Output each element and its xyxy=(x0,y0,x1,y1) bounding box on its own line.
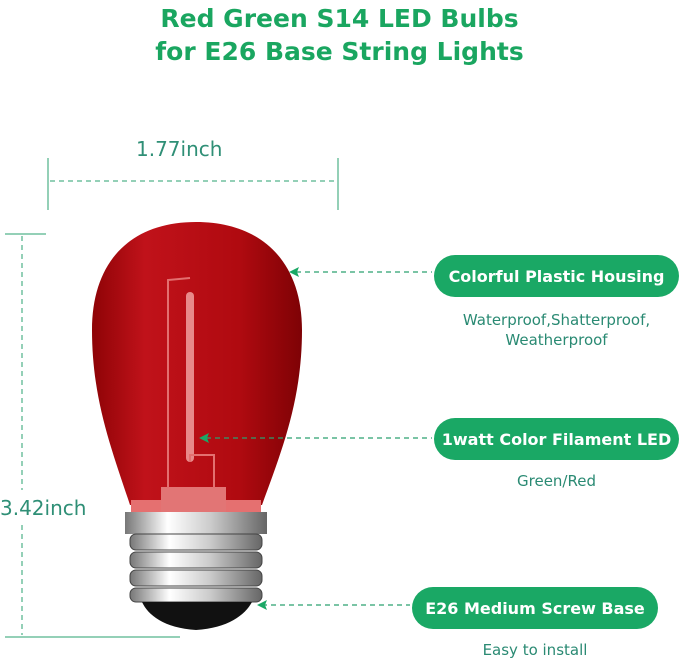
height-label: 3.42inch xyxy=(0,496,87,520)
width-dimension-line xyxy=(47,158,339,210)
callout-housing-sub: Waterproof,Shatterproof, Weatherproof xyxy=(434,310,679,350)
callout-filament-sub: Green/Red xyxy=(517,472,596,490)
bulb-icon xyxy=(92,222,302,630)
title-line-2: for E26 Base String Lights xyxy=(155,37,524,66)
callout-base: E26 Medium Screw Base xyxy=(412,587,658,629)
housing-sub-line-1: Waterproof,Shatterproof, xyxy=(462,311,651,329)
callout-filament: 1watt Color Filament LED xyxy=(434,418,679,460)
callout-base-sub: Easy to install xyxy=(482,641,588,659)
title-line-1: Red Green S14 LED Bulbs xyxy=(160,4,519,33)
width-label: 1.77inch xyxy=(136,137,223,161)
housing-sub-line-2: Weatherproof xyxy=(505,331,608,349)
arrowheads xyxy=(199,267,299,610)
height-dimension-line xyxy=(5,233,180,638)
callout-arrows xyxy=(206,271,432,606)
callout-housing: Colorful Plastic Housing xyxy=(434,255,679,297)
